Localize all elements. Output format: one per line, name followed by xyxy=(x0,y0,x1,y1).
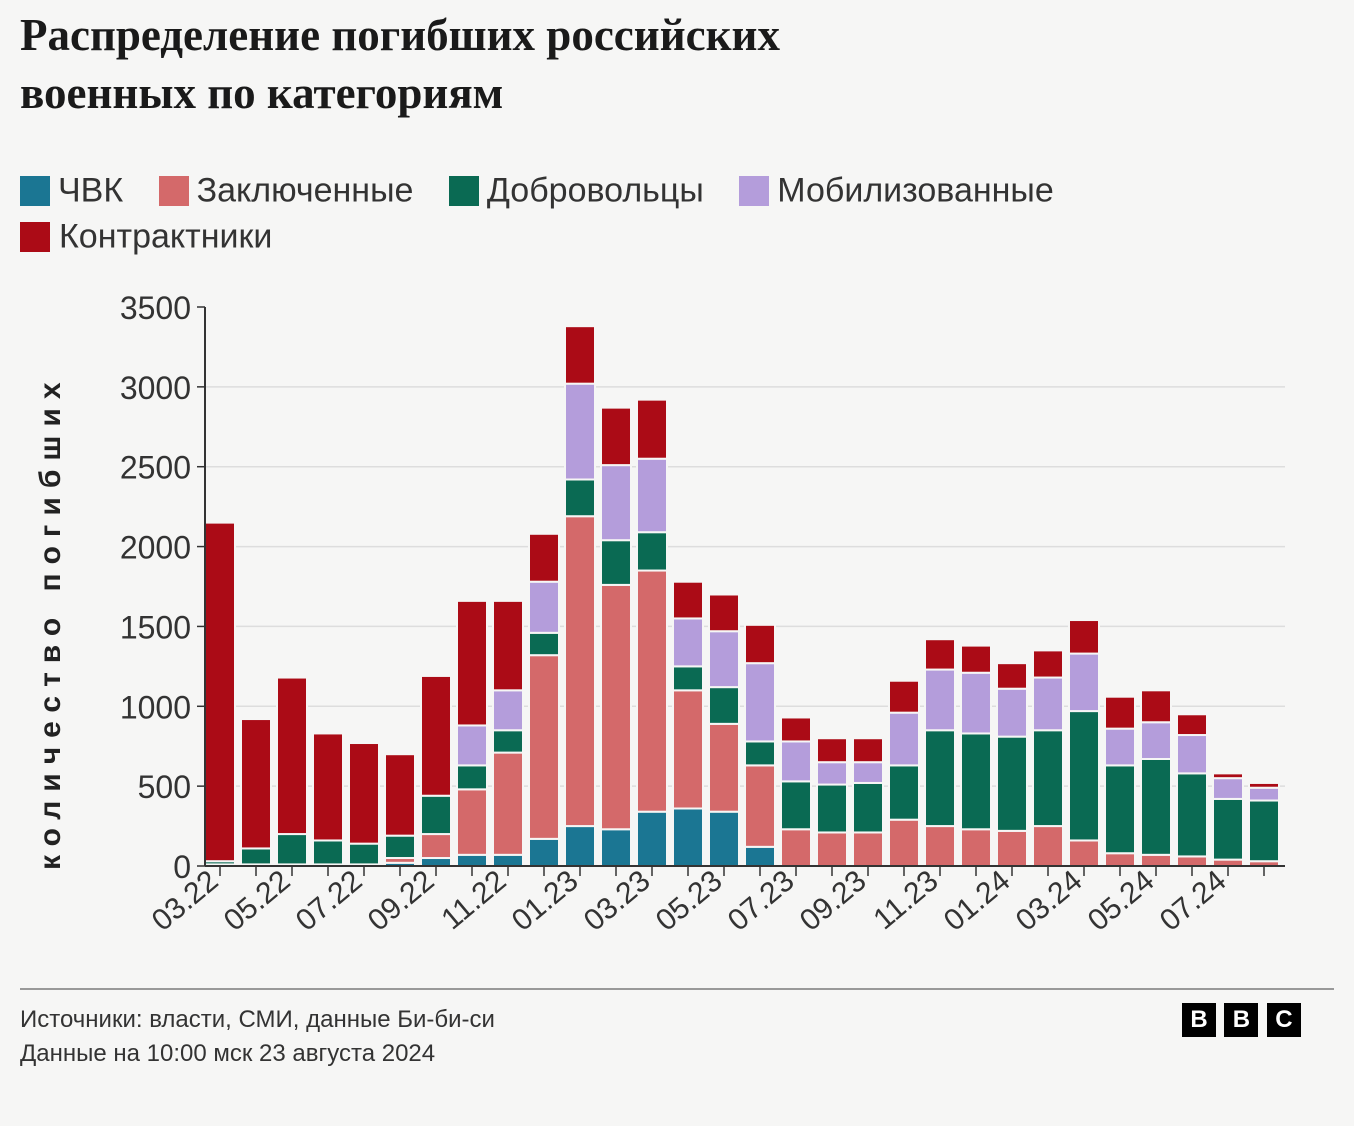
svg-text:09.22: 09.22 xyxy=(362,864,441,938)
svg-text:07.22: 07.22 xyxy=(290,864,369,938)
svg-text:07.23: 07.23 xyxy=(722,864,801,938)
svg-text:05.24: 05.24 xyxy=(1082,864,1161,938)
svg-text:1000: 1000 xyxy=(120,689,191,725)
svg-text:07.24: 07.24 xyxy=(1154,864,1233,938)
svg-text:11.23: 11.23 xyxy=(867,864,944,936)
svg-text:2000: 2000 xyxy=(120,530,191,566)
svg-text:05.23: 05.23 xyxy=(650,864,729,938)
svg-text:11.22: 11.22 xyxy=(435,864,512,936)
svg-text:1500: 1500 xyxy=(120,609,191,645)
svg-text:3000: 3000 xyxy=(120,370,191,406)
svg-text:3500: 3500 xyxy=(120,290,191,326)
svg-text:03.23: 03.23 xyxy=(578,864,657,938)
svg-text:05.22: 05.22 xyxy=(218,864,297,938)
svg-text:01.24: 01.24 xyxy=(938,864,1017,938)
svg-text:01.23: 01.23 xyxy=(506,864,585,938)
svg-text:09.23: 09.23 xyxy=(794,864,873,938)
svg-text:2500: 2500 xyxy=(120,450,191,486)
svg-text:500: 500 xyxy=(138,769,191,805)
svg-text:03.24: 03.24 xyxy=(1010,864,1089,938)
